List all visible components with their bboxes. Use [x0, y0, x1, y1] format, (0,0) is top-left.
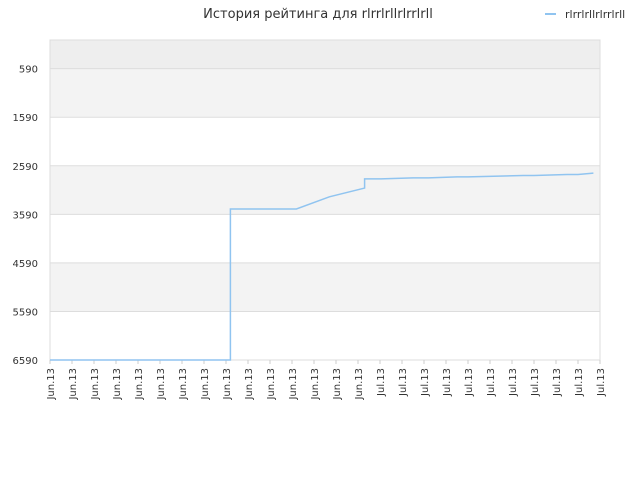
y-tick-label: 5590 [13, 307, 38, 318]
x-tick-label: Jul.13 [530, 368, 541, 397]
plot-band [50, 117, 600, 166]
plot-band [50, 68, 600, 118]
x-tick-label: Jul.13 [376, 368, 387, 397]
x-tick-label: Jul.13 [574, 368, 585, 397]
y-tick-label: 2590 [13, 162, 38, 173]
y-tick-label: 590 [19, 65, 38, 76]
x-tick-label: Jun.13 [288, 368, 299, 401]
plot-band [50, 262, 600, 312]
x-tick-label: Jun.13 [112, 368, 123, 401]
x-tick-label: Jul.13 [596, 368, 607, 397]
chart-title: История рейтинга для rlrrlrllrlrrlrll [203, 7, 433, 22]
y-tick-label: 3590 [13, 210, 38, 221]
x-tick-label: Jun.13 [68, 368, 79, 401]
x-tick-label: Jun.13 [310, 368, 321, 401]
legend: rlrrlrllrlrrlrll [545, 8, 625, 21]
x-tick-label: Jul.13 [398, 368, 409, 397]
y-axis: 590 1590 2590 3590 4590 5590 6590 [13, 65, 38, 367]
x-tick-label: Jun.13 [134, 368, 145, 401]
plot-band [50, 40, 600, 69]
series-line [50, 172, 594, 361]
plot-band [50, 311, 600, 360]
legend-label: rlrrlrllrlrrlrll [565, 8, 625, 21]
x-tick-label: Jul.13 [486, 368, 497, 397]
x-tick-label: Jul.13 [552, 368, 563, 397]
plot-band [50, 165, 600, 215]
x-tick-label: Jun.13 [354, 368, 365, 401]
x-tick-label: Jun.13 [46, 368, 57, 401]
y-tick-label: 6590 [13, 356, 38, 367]
plot-bands [49, 39, 601, 361]
x-tick-label: Jun.13 [90, 368, 101, 401]
x-tick-label: Jul.13 [464, 368, 475, 397]
x-tick-label: Jul.13 [508, 368, 519, 397]
plot-band [50, 214, 600, 263]
x-tick-label: Jul.13 [442, 368, 453, 397]
x-axis: Jun.13 Jun.13 Jun.13 Jun.13 Jun.13 Jun.13 Jun.… [46, 360, 607, 401]
y-tick-label: 4590 [13, 259, 38, 270]
x-tick-label: Jun.13 [200, 368, 211, 401]
series-layer [50, 172, 594, 361]
x-tick-label: Jun.13 [244, 368, 255, 401]
x-tick-label: Jun.13 [266, 368, 277, 401]
x-tick-label: Jun.13 [178, 368, 189, 401]
y-tick-label: 1590 [13, 113, 38, 124]
x-tick-label: Jul.13 [420, 368, 431, 397]
x-tick-label: Jun.13 [332, 368, 343, 401]
x-tick-label: Jun.13 [222, 368, 233, 401]
x-tick-label: Jun.13 [156, 368, 167, 401]
